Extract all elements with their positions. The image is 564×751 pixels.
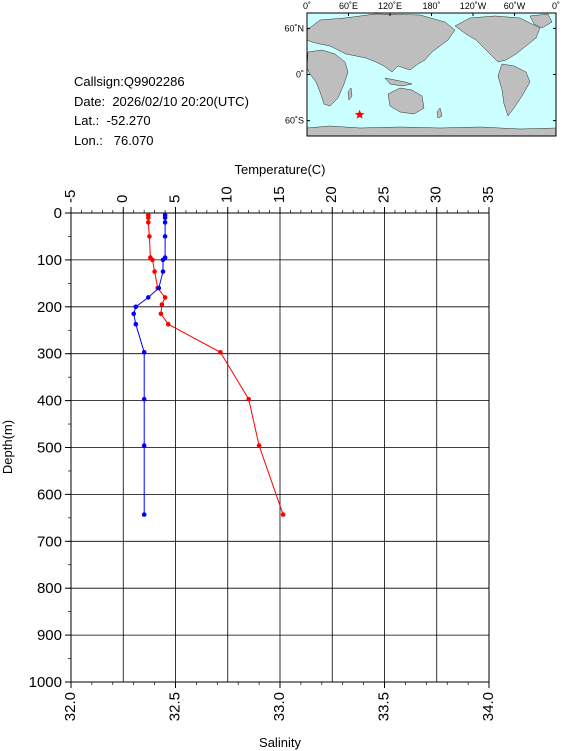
temperature-point xyxy=(246,396,251,402)
salinity-point xyxy=(141,396,147,402)
depth-tick-label: 300 xyxy=(37,346,62,363)
temp-tick-label: -5 xyxy=(62,190,79,203)
depth-tick-label: 900 xyxy=(37,627,62,644)
map-lat-label: 0˚ xyxy=(296,70,304,80)
depth-tick-label: 0 xyxy=(54,205,62,222)
temperature-point xyxy=(158,311,164,317)
salinity-point xyxy=(131,311,136,317)
date-label: Date: xyxy=(74,93,106,109)
salinity-point xyxy=(156,285,162,291)
map-lon-label: 0˚ xyxy=(552,1,560,11)
salinity-tick-label: 33.0 xyxy=(271,692,288,721)
depth-tick-label: 100 xyxy=(37,252,62,269)
land-africa xyxy=(306,49,349,107)
map-lat-label: 60˚S xyxy=(285,116,304,126)
salinity-point xyxy=(133,321,139,327)
lon-label: Lon.: xyxy=(74,132,103,148)
land-eurasia xyxy=(306,13,456,73)
salinity-tick-label: 32.5 xyxy=(166,692,183,721)
temp-tick-label: 20 xyxy=(323,186,340,203)
lon-value: 76.070 xyxy=(113,132,154,148)
temperature-point xyxy=(218,350,223,355)
depth-tick-label: 800 xyxy=(37,580,62,597)
temperature-point xyxy=(162,295,168,300)
map-lon-label: 120˚W xyxy=(460,1,487,11)
date-line: Date: 2026/02/10 20:20(UTC) xyxy=(74,92,249,112)
land-madagascar xyxy=(347,87,353,101)
salinity-profile-line xyxy=(133,215,166,515)
chart-grid xyxy=(70,212,490,683)
temperature-point xyxy=(146,220,151,225)
land-greenland xyxy=(529,13,553,29)
temp-tick-label: 35 xyxy=(480,186,497,203)
temperature-point xyxy=(280,512,286,517)
station-marker xyxy=(354,109,365,119)
temp-tick-label: 30 xyxy=(428,186,445,203)
temp-tick-label: 0 xyxy=(114,195,131,203)
map-lon-label: 60˚W xyxy=(504,1,526,11)
location-map: 0˚ 60˚E 120˚E 180˚ 120˚W 60˚W 0˚ 60˚N 0˚ 60˚S xyxy=(284,1,560,137)
salinity-tick-label: 33.5 xyxy=(375,692,392,721)
salinity-point xyxy=(160,269,166,274)
map-land xyxy=(306,13,557,137)
depth-tick-label: 700 xyxy=(37,533,62,550)
land-indonesia xyxy=(384,77,413,87)
map-lon-label: 180˚ xyxy=(422,1,440,11)
chart-series xyxy=(131,213,286,517)
depth-axis-title: Depth(m) xyxy=(0,420,15,474)
map-lon-label: 0˚ xyxy=(303,1,311,11)
salinity-axis-title: Salinity xyxy=(259,735,301,750)
map-ticks xyxy=(306,13,557,122)
land-australia xyxy=(387,87,425,115)
temperature-point xyxy=(152,269,157,274)
station-info: Callsign:Q9902286 Date: 2026/02/10 20:20… xyxy=(74,72,249,150)
temp-tick-label: 25 xyxy=(375,186,392,203)
salinity-tick-label: 32.0 xyxy=(62,692,79,721)
map-lat-label: 60˚N xyxy=(284,23,304,33)
temperature-point xyxy=(159,302,165,307)
depth-tick-label: 200 xyxy=(37,299,62,316)
salinity-point xyxy=(162,215,168,220)
temperature-point xyxy=(165,321,171,327)
map-labels: 0˚ 60˚E 120˚E 180˚ 120˚W 60˚W 0˚ 60˚N 0˚ 60˚S xyxy=(284,1,560,126)
salinity-point xyxy=(162,220,168,225)
salinity-point xyxy=(141,350,147,355)
callsign-label: Callsign: xyxy=(74,74,124,89)
lat-value: -52.270 xyxy=(106,113,151,128)
lon-line: Lon.: 76.070 xyxy=(74,131,249,151)
temp-tick-label: 10 xyxy=(219,186,236,203)
date-value: 2026/02/10 20:20(UTC) xyxy=(112,93,249,109)
salinity-tick-label: 34.0 xyxy=(480,692,497,721)
depth-tick-label: 600 xyxy=(37,486,62,503)
lat-line: Lat.: -52.270 xyxy=(74,111,249,131)
temp-tick-label: 15 xyxy=(271,186,288,203)
land-north-america xyxy=(454,15,541,63)
land-south-america xyxy=(497,63,531,117)
temperature-point xyxy=(147,234,152,239)
salinity-point xyxy=(141,512,147,517)
callsign-line: Callsign:Q9902286 xyxy=(74,72,249,92)
map-lon-label: 120˚E xyxy=(378,1,402,11)
salinity-point xyxy=(162,234,168,239)
depth-tick-label: 500 xyxy=(37,440,62,457)
map-lon-label: 60˚E xyxy=(339,1,358,11)
temperature-point xyxy=(150,257,155,263)
temperature-point xyxy=(146,215,151,220)
temperature-axis-title: Temperature(C) xyxy=(234,162,325,177)
temperature-point xyxy=(256,443,262,448)
temperature-profile-line xyxy=(147,215,284,515)
callsign-value: Q9902286 xyxy=(123,74,185,89)
land-new-zealand xyxy=(436,107,443,119)
salinity-point xyxy=(141,443,147,448)
salinity-point xyxy=(160,257,166,263)
salinity-point xyxy=(133,304,139,310)
temp-tick-label: 5 xyxy=(166,195,183,203)
lat-label: Lat.: xyxy=(74,113,100,128)
depth-tick-label: 400 xyxy=(37,393,62,410)
salinity-point xyxy=(146,295,151,300)
depth-tick-label: 1000 xyxy=(29,674,62,691)
